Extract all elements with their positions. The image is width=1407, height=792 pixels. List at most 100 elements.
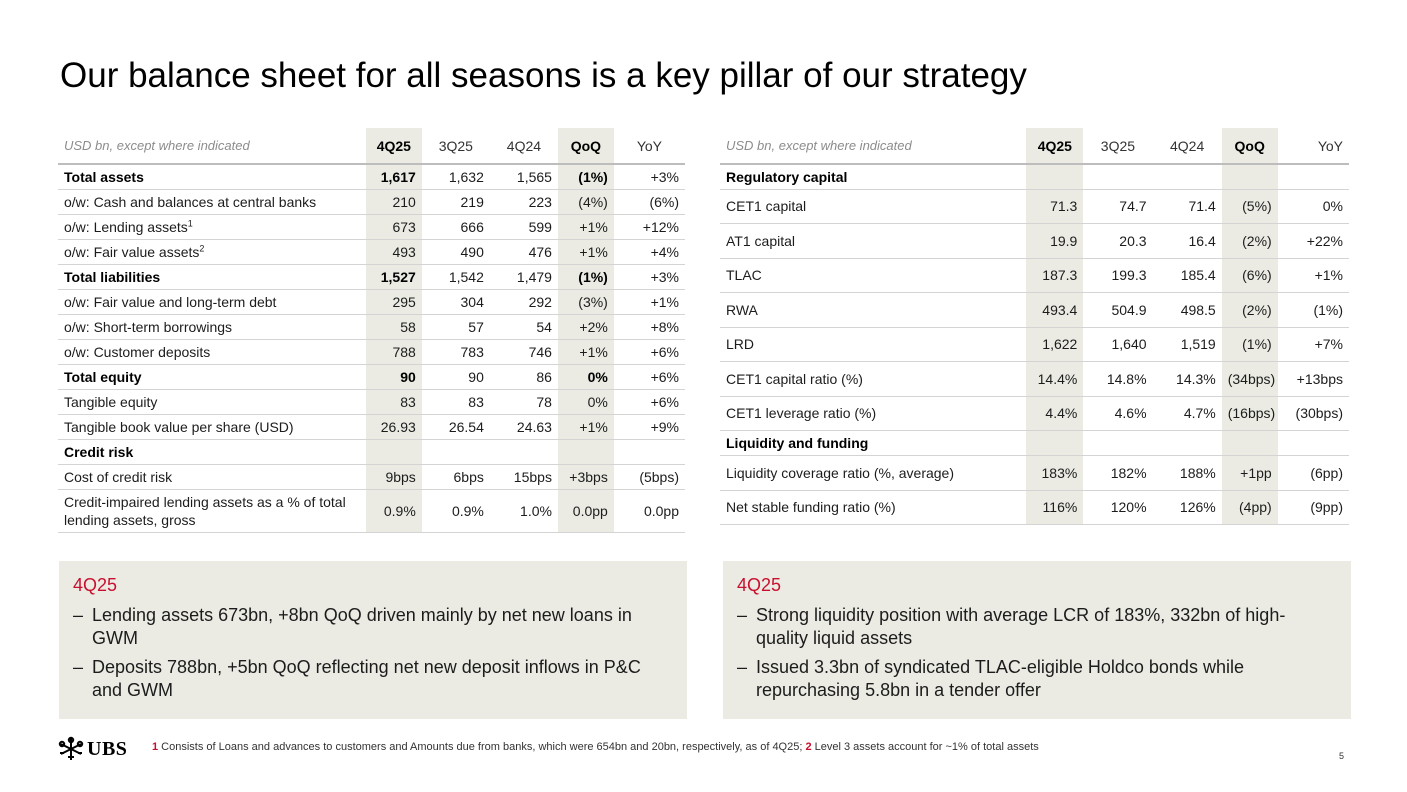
row-label-text: RWA [726,301,758,318]
table-cell: 14.4% [1026,361,1084,397]
commentary-text: Issued 3.3bn of syndicated TLAC-eligible… [756,657,1244,700]
table-row: o/w: Lending assets1 673 666 599 +1% +12% [58,214,685,240]
table-cell: (6%) [613,189,685,215]
table-cell: 498.5 [1152,292,1222,328]
table-cell: +7% [1277,327,1349,362]
table-cell: +1% [1277,258,1349,293]
table-cell: 199.3 [1083,258,1153,293]
table-cell: 0% [1277,189,1349,224]
table-cell: +6% [613,389,685,415]
row-label-text: AT1 capital [726,232,795,249]
balance-sheet-table: USD bn, except where indicated 4Q25 3Q25… [58,128,685,533]
table-cell: 1,565 [489,164,558,190]
table-cell: 1,519 [1152,327,1222,362]
capital-liquidity-table-container: USD bn, except where indicated 4Q25 3Q25… [720,128,1349,525]
page-number: 5 [1338,751,1344,761]
units-label: USD bn, except where indicated [726,138,912,153]
footnote-text: Level 3 assets account for ~1% of total … [811,741,1039,753]
row-label-text: Tangible equity [64,393,158,410]
table-cell: 19.9 [1026,223,1084,259]
row-label-text: Credit-impaired lending assets as a % of… [64,493,346,528]
table-cell [613,439,685,465]
row-label-text: Tangible book value per share (USD) [64,418,294,435]
row-label: Total liabilities [58,264,366,290]
table-cell: 0% [557,364,614,390]
row-label: Tangible book value per share (USD) [58,414,366,440]
table-cell: 83 [365,389,422,415]
table-cell: 210 [365,189,422,215]
dash-bullet-icon: – [73,605,84,625]
table-cell: 666 [421,214,490,240]
commentary-list: – Lending assets 673bn, +8bn QoQ driven m… [73,604,667,702]
row-label-text: CET1 capital ratio (%) [726,370,863,387]
table-cell: (1%) [1221,327,1278,362]
table-cell: 493 [365,239,422,265]
table-row: o/w: Cash and balances at central banks 2… [58,189,685,215]
commentary-box-right: 4Q25 – Strong liquidity position with ave… [723,561,1351,719]
table-cell: 83 [421,389,490,415]
table-cell: 71.3 [1026,189,1084,224]
table-cell: (4%) [557,189,614,215]
table-cell: (16bps) [1221,396,1278,431]
table-cell [489,439,558,465]
table-cell: 1.0% [489,489,558,533]
table-cell: 24.63 [489,414,558,440]
table-cell: 20.3 [1083,223,1153,259]
table-cell: 120% [1083,490,1153,525]
table-row: Tangible equity 83 83 78 0% +6% [58,389,685,415]
table-cell: +1% [557,214,614,240]
column-header: 3Q25 [438,137,473,154]
table-cell [1221,164,1278,190]
row-label: Net stable funding ratio (%) [720,490,1027,525]
column-header: QoQ [1221,128,1278,164]
row-label: RWA [720,292,1027,328]
table-cell: +1% [557,239,614,265]
table-cell: (9pp) [1277,490,1349,525]
table-cell: 673 [365,214,422,240]
table-cell: 219 [421,189,490,215]
table-header-row: USD bn, except where indicated 4Q25 3Q25… [58,128,685,164]
table-row: LRD 1,622 1,640 1,519 (1%) +7% [720,327,1349,362]
table-cell: 476 [489,239,558,265]
table-cell: 74.7 [1083,189,1153,224]
table-cell: +4% [613,239,685,265]
table-row: Total assets 1,617 1,632 1,565 (1%) +3% [58,164,685,190]
row-label: AT1 capital [720,223,1027,259]
table-cell: 493.4 [1026,292,1084,328]
dash-bullet-icon: – [73,657,84,677]
row-label: CET1 capital ratio (%) [720,361,1027,397]
table-cell: +2% [557,314,614,340]
table-cell: 1,632 [421,164,490,190]
table-cell: +12% [613,214,685,240]
row-label-text: CET1 capital [726,198,807,215]
table-cell: 223 [489,189,558,215]
table-cell: (34bps) [1221,361,1278,397]
row-label: o/w: Customer deposits [58,339,366,365]
ubs-logo: UBS [58,736,127,762]
row-label-text: Regulatory capital [726,168,848,185]
table-cell: (5%) [1221,189,1278,224]
column-header: QoQ [557,128,614,164]
table-cell: +6% [613,339,685,365]
table-cell: 14.3% [1152,361,1222,397]
row-label: Credit risk [58,439,366,465]
footer: UBS 1 Consists of Loans and advances to … [58,736,1358,764]
row-label-text: Net stable funding ratio (%) [726,499,896,516]
table-cell: (1%) [1277,292,1349,328]
capital-liquidity-table: USD bn, except where indicated 4Q25 3Q25… [720,128,1349,525]
table-cell: 4.7% [1152,396,1222,431]
table-cell: 126% [1152,490,1222,525]
table-cell: 292 [489,289,558,315]
table-row: CET1 capital ratio (%) 14.4% 14.8% 14.3% (34… [720,361,1349,397]
table-row: Tangible book value per share (USD) 26.93… [58,414,685,440]
table-cell: 0% [557,389,614,415]
table-cell: 16.4 [1152,223,1222,259]
table-row: o/w: Fair value and long-term debt 295 304… [58,289,685,315]
table-cell [1277,164,1349,190]
commentary-text: Deposits 788bn, +5bn QoQ reflecting net … [92,657,641,700]
table-cell: (6pp) [1277,455,1349,491]
row-label: CET1 capital [720,189,1027,224]
row-label: Credit-impaired lending assets as a % of… [58,489,366,533]
table-cell: (4pp) [1221,490,1278,525]
row-label: Tangible equity [58,389,366,415]
